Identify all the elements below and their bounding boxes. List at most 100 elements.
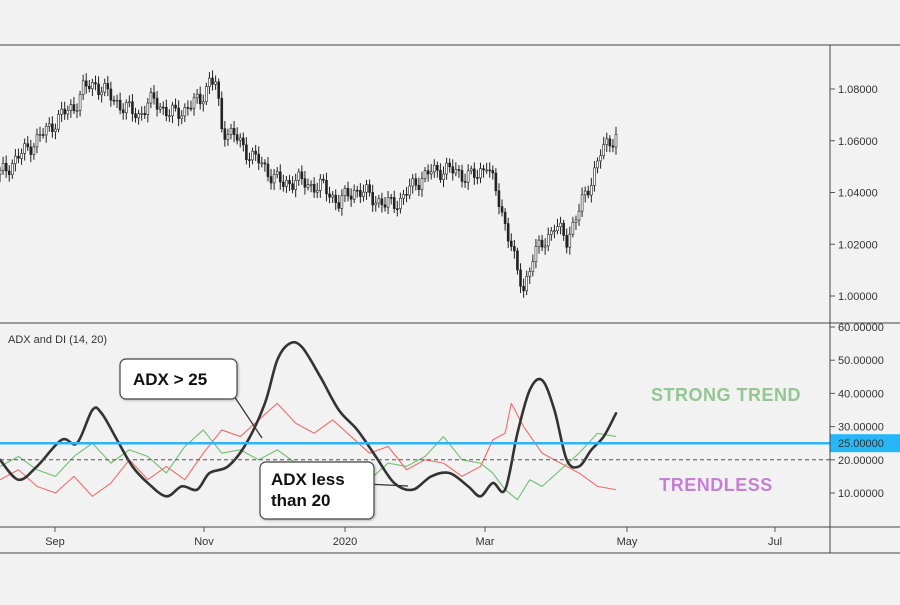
- candle-body: [534, 246, 538, 263]
- candle-body: [121, 109, 125, 114]
- candle-body: [248, 159, 251, 161]
- zone-label-trendless: TRENDLESS: [659, 475, 773, 495]
- candle-body: [198, 93, 202, 105]
- indicator-tick-label: 40.00000: [838, 388, 884, 400]
- candle-body: [66, 109, 70, 115]
- candle-body: [429, 171, 433, 175]
- candle-body: [562, 222, 565, 236]
- candle-body: [14, 155, 17, 164]
- candle-body: [343, 188, 347, 197]
- candle-body: [599, 155, 602, 162]
- candle-body: [51, 123, 54, 133]
- candle-body: [497, 190, 501, 207]
- candle-body: [359, 189, 362, 197]
- candle-body: [260, 162, 264, 165]
- candle-body: [242, 137, 245, 146]
- x-tick-label: Mar: [476, 536, 495, 548]
- candle-body: [463, 181, 467, 183]
- candle-body: [38, 134, 42, 136]
- candle-body: [47, 123, 51, 127]
- candle-body: [223, 128, 227, 140]
- candle-body: [516, 250, 519, 271]
- candle-body: [180, 115, 184, 119]
- zone-label-strong-trend: STRONG TREND: [651, 385, 801, 405]
- candle-body: [583, 190, 587, 196]
- candle-body: [540, 239, 544, 248]
- candle-body: [574, 219, 578, 223]
- candle-body: [168, 115, 171, 118]
- candle-body: [297, 171, 301, 181]
- candle-body: [78, 94, 82, 111]
- candle-body: [383, 204, 387, 208]
- candle-body: [232, 128, 236, 135]
- candle-body: [143, 113, 147, 115]
- candle-body: [476, 177, 479, 179]
- candle-body: [303, 178, 307, 188]
- candle-body: [451, 166, 455, 174]
- x-tick-label: 2020: [333, 536, 357, 548]
- candle-body: [553, 230, 556, 233]
- candle-body: [426, 170, 430, 175]
- candle-body: [32, 146, 36, 155]
- candle-body: [503, 211, 507, 224]
- candle-body: [11, 163, 14, 175]
- annotations: ADX > 25 ADX less than 20: [119, 358, 409, 520]
- candle-body: [377, 198, 381, 204]
- candle-body: [392, 197, 396, 209]
- price-tick-label: 1.04000: [838, 188, 878, 200]
- candle-body: [165, 107, 168, 117]
- candle-body: [294, 180, 297, 190]
- candle-body: [20, 153, 23, 159]
- candle-body: [331, 194, 334, 198]
- candle-body: [506, 223, 510, 242]
- candle-body: [593, 167, 596, 186]
- candle-body: [522, 285, 525, 292]
- candle-body: [374, 202, 378, 206]
- candle-body: [436, 165, 439, 171]
- candle-body: [0, 169, 2, 175]
- candle-body: [445, 162, 448, 175]
- price-tick-label: 1.02000: [838, 239, 878, 251]
- annotation-box: [119, 358, 238, 400]
- candle-body: [368, 184, 371, 193]
- price-tick-label: 1.06000: [838, 136, 878, 148]
- candle-body: [152, 92, 156, 99]
- indicator-thresholds: 25.00000: [0, 434, 900, 461]
- candle-body: [322, 178, 325, 181]
- candle-body: [94, 82, 97, 85]
- candle-body: [537, 239, 541, 247]
- candle-body: [112, 99, 116, 102]
- candle-body: [580, 194, 584, 212]
- candle-body: [226, 133, 230, 140]
- candle-body: [205, 86, 208, 103]
- x-tick-label: Nov: [194, 536, 214, 548]
- price-pane: 1.08000 1.06000 1.04000 1.02000 1.00000: [0, 45, 878, 323]
- candle-body: [319, 178, 322, 191]
- candle-body: [328, 193, 331, 198]
- candle-body: [577, 210, 581, 221]
- price-y-axis: 1.08000 1.06000 1.04000 1.02000 1.00000: [830, 84, 878, 303]
- candle-body: [75, 110, 79, 112]
- candle-body: [155, 97, 159, 110]
- candle-body: [288, 180, 291, 185]
- candle-body: [238, 137, 242, 141]
- candle-body: [352, 189, 356, 200]
- candle-body: [91, 82, 94, 90]
- candle-body: [41, 134, 45, 136]
- candle-body: [134, 113, 137, 119]
- candle-body: [432, 165, 436, 173]
- candle-body: [312, 183, 316, 193]
- indicator-tick-label: 50.00000: [838, 355, 884, 367]
- candle-body: [35, 134, 39, 148]
- indicator-tick-label: 60.00000: [838, 322, 884, 334]
- candle-body: [54, 128, 57, 133]
- candle-body: [17, 155, 20, 159]
- candle-body: [546, 234, 550, 247]
- zone-labels: STRONG TREND TRENDLESS: [651, 385, 801, 495]
- candle-body: [69, 104, 73, 111]
- candle-body: [140, 113, 143, 115]
- candle-body: [272, 173, 276, 184]
- candle-body: [229, 128, 233, 135]
- candle-body: [494, 172, 498, 192]
- candle-body: [586, 190, 590, 196]
